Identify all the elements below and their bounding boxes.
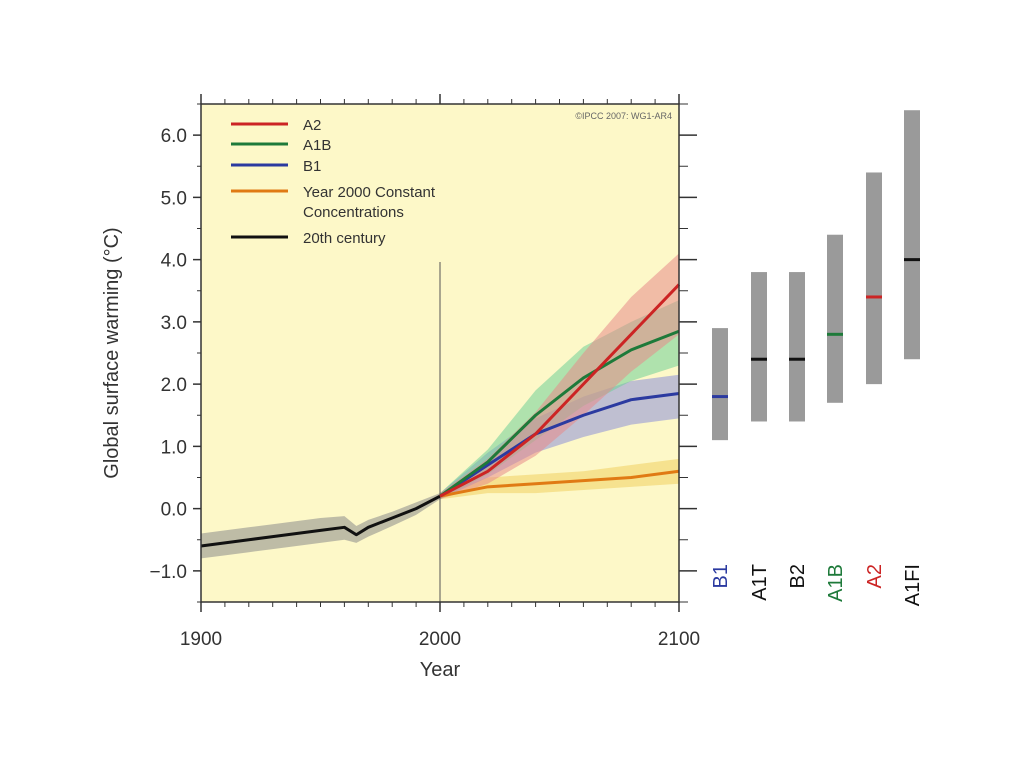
- range-bar-a1t: [751, 272, 767, 422]
- axes: 1900 2000 2100 −1.0 0.0 1.0 2.0 3.0 4.0 5.0 6.0: [149, 94, 700, 650]
- scenario-ranges-2100: B1 A1T B2 A1B A2 A1FI: [710, 110, 924, 606]
- band-a2: [440, 253, 679, 500]
- y-tick-label: 1.0: [161, 437, 187, 458]
- band-year-2000-constant-concentrations: [440, 458, 679, 500]
- line-20th-century: [200, 494, 441, 548]
- legend-label-20th-century: 20th century: [303, 230, 386, 247]
- range-label-b1: B1: [710, 564, 732, 588]
- legend-label-a1b: A1B: [303, 137, 331, 154]
- range-label-a2: A2: [864, 564, 886, 588]
- legend-label-b1: B1: [303, 158, 321, 175]
- range-bar-b2: [789, 272, 805, 422]
- range-label-a1b: A1B: [825, 564, 847, 602]
- legend: A2 A1B B1 Year 2000 Constant Concentrations 2…: [231, 117, 436, 247]
- x-tick-label: 2100: [658, 629, 700, 650]
- line-a1b: [439, 329, 680, 498]
- x-tick-label: 2000: [419, 629, 461, 650]
- series-lines: [200, 283, 681, 548]
- credit-text: ©IPCC 2007: WG1-AR4: [575, 111, 672, 121]
- y-tick-label: −1.0: [149, 562, 187, 583]
- range-bar-a2: [866, 172, 882, 385]
- y-tick-label: 5.0: [161, 188, 187, 209]
- range-bar-a1b: [827, 234, 843, 403]
- range-bar-a1fi: [904, 110, 920, 360]
- y-tick-label: 4.0: [161, 251, 187, 272]
- y-tick-label: 6.0: [161, 126, 187, 147]
- y-tick-label: 3.0: [161, 313, 187, 334]
- y-tick-label: 0.0: [161, 500, 187, 521]
- range-label-a1t: A1T: [749, 564, 771, 601]
- legend-label-year-2000-constant-concentrations: Year 2000 Constant Concentrations: [303, 184, 436, 221]
- x-axis-title: Year: [420, 659, 461, 681]
- range-label-b2: B2: [787, 564, 809, 588]
- line-year-2000-constant-concentrations: [439, 469, 680, 498]
- line-b1: [439, 391, 680, 498]
- line-a2: [439, 283, 681, 498]
- x-tick-label: 1900: [180, 629, 222, 650]
- band-20th-century: [201, 493, 440, 559]
- range-bar-b1: [712, 328, 728, 441]
- y-tick-label: 2.0: [161, 375, 187, 396]
- y-axis-title: Global surface warming (°C): [101, 227, 123, 478]
- range-label-a1fi: A1FI: [902, 564, 924, 606]
- legend-label-a2: A2: [303, 117, 321, 134]
